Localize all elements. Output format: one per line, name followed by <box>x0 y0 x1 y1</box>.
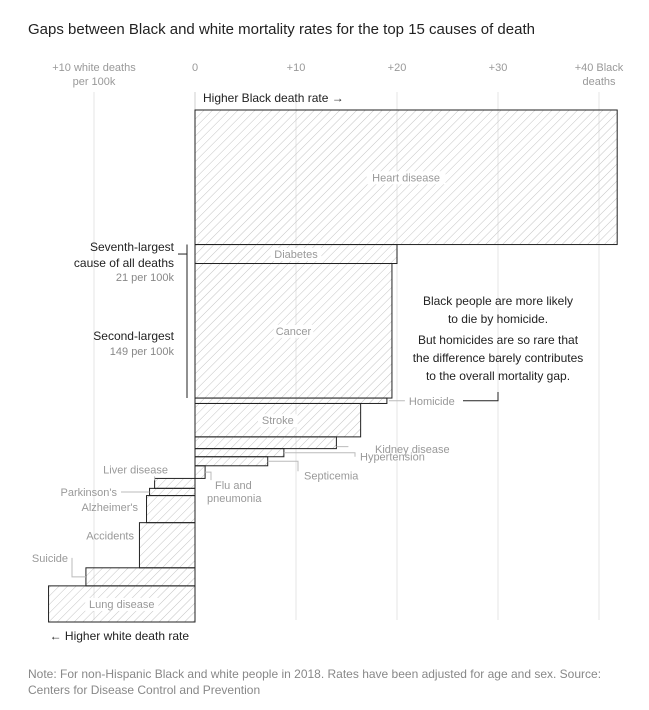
homicide-annotation: Black people are more likely <box>423 294 573 308</box>
tick-label: +10 <box>287 62 306 74</box>
bar-liver-disease <box>154 477 196 489</box>
bar-label: pneumonia <box>207 493 262 505</box>
leader-line <box>71 557 86 578</box>
homicide-annotation: the difference barely contributes <box>413 351 584 365</box>
annotation-text: cause of all deaths <box>74 256 174 270</box>
higher-white-label: ← Higher white death rate <box>50 629 190 643</box>
tick-label-line2: per 100k <box>73 76 116 88</box>
label-bg <box>270 248 322 262</box>
bar-homicide <box>194 397 388 404</box>
annotation-leader <box>463 392 499 402</box>
bar-kidney-disease <box>194 436 337 450</box>
bar-label: Parkinson's <box>60 487 117 499</box>
bar-parkinson-s <box>149 487 196 497</box>
bar-label: Accidents <box>86 531 134 543</box>
label-bg <box>258 414 298 428</box>
label-bg <box>366 171 446 185</box>
annotation-text: Seventh-largest <box>90 240 175 254</box>
tick-label: +10 white deaths <box>52 62 136 74</box>
tick-label: +20 <box>388 62 407 74</box>
bar-hypertension <box>194 448 285 458</box>
label-bg <box>85 597 159 611</box>
bar-label: Liver disease <box>103 464 168 476</box>
chart-title: Gaps between Black and white mortality r… <box>28 21 535 38</box>
annotations: Seventh-largest cause of all deaths 21 per… <box>74 240 584 402</box>
bar-label: Suicide <box>32 553 68 565</box>
mortality-gap-chart: +10 white deaths per 100k 0 +10 +20 +30 +40 Bl… <box>32 62 624 643</box>
bar-label: Alzheimer's <box>81 502 138 514</box>
bar-label: Kidney disease <box>375 444 450 456</box>
bar-flu-and-pneumonia <box>194 465 206 479</box>
source-note: Note: For non-Hispanic Black and white p… <box>28 667 602 697</box>
annotation-text: Second-largest <box>93 329 174 343</box>
bar-septicemia <box>194 456 269 467</box>
leader-line <box>283 452 356 457</box>
bar-label: Stroke <box>262 415 294 427</box>
bar-accidents <box>138 522 196 569</box>
bar-label: Homicide <box>409 396 455 408</box>
homicide-annotation: But homicides are so rare that <box>418 333 579 347</box>
bar-label: Hypertension <box>360 452 425 464</box>
bar-labels: Heart disease Diabetes Cancer Stroke Lung di… <box>32 171 455 611</box>
homicide-annotation: to die by homicide. <box>448 312 548 326</box>
x-axis: +10 white deaths per 100k 0 +10 +20 +30 +40 Bl… <box>50 62 624 643</box>
bars <box>48 109 618 623</box>
bar-label: Cancer <box>276 326 312 338</box>
leader-line <box>205 471 212 481</box>
bar-suicide <box>85 567 196 587</box>
bar-label: Lung disease <box>89 599 154 611</box>
annotation-sub: 21 per 100k <box>116 272 175 284</box>
bar-label: Diabetes <box>274 249 318 261</box>
tick-label-line2: deaths <box>582 76 616 88</box>
tick-label: 0 <box>192 62 198 74</box>
homicide-annotation: to the overall mortality gap. <box>426 369 570 383</box>
higher-black-label: Higher Black death rate → <box>203 91 344 105</box>
label-bg <box>273 324 314 338</box>
bar-label: Flu and <box>215 480 252 492</box>
tick-label: +40 Black <box>575 62 624 74</box>
bar-label: Septicemia <box>304 470 359 482</box>
annotation-sub: 149 per 100k <box>110 346 175 358</box>
bar-alzheimer-s <box>146 495 196 524</box>
leader-line <box>267 460 299 472</box>
tick-label: +30 <box>489 62 508 74</box>
bar-label: Heart disease <box>372 172 440 184</box>
